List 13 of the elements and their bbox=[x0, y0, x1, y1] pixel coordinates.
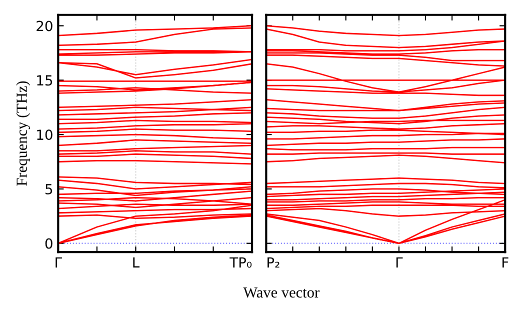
x-tick-label: Γ bbox=[56, 257, 62, 268]
y-tick-label: 15 bbox=[37, 75, 52, 86]
y-tick-label: 20 bbox=[36, 20, 52, 32]
x-axis-title: Wave vector bbox=[243, 287, 320, 298]
x-tick-label: F bbox=[502, 257, 508, 268]
y-tick-label: 10 bbox=[37, 130, 52, 140]
x-tick-label: P₂ bbox=[268, 257, 280, 268]
y-tick-label: 5 bbox=[46, 184, 52, 194]
x-tick-label: TP₀ bbox=[230, 257, 252, 268]
x-tick-label: L bbox=[133, 257, 140, 268]
x-tick-label: Γ bbox=[396, 257, 403, 268]
y-tick-label: 0 bbox=[45, 238, 52, 249]
y-axis-title: Frequency (THz) bbox=[16, 81, 30, 186]
